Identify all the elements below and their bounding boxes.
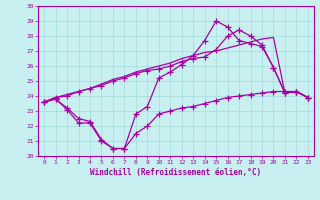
- X-axis label: Windchill (Refroidissement éolien,°C): Windchill (Refroidissement éolien,°C): [91, 168, 261, 177]
